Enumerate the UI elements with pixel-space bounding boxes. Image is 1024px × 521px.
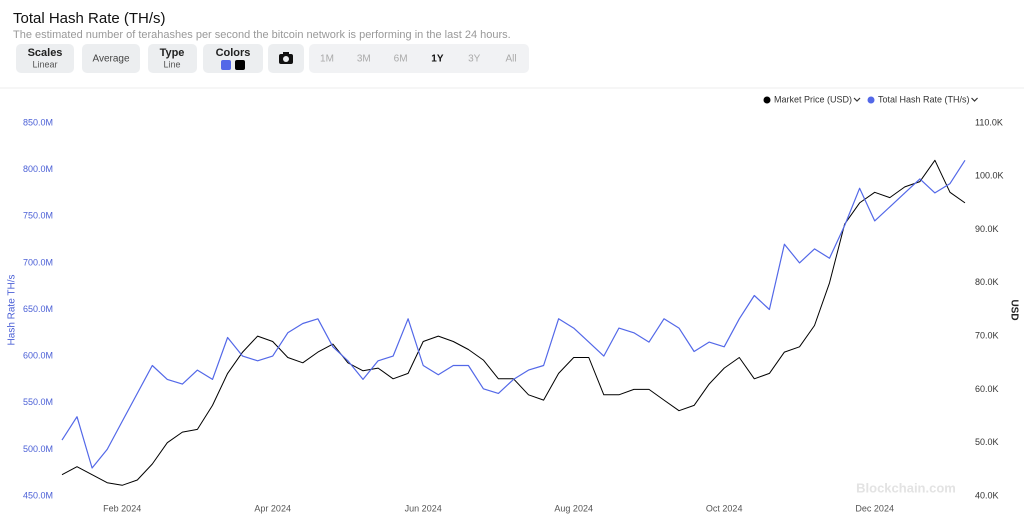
range-button[interactable]: All [505,54,516,65]
range-button[interactable]: 1M [320,54,334,65]
legend-marker [867,96,875,104]
series-line [61,159,966,469]
range-button[interactable]: 3M [357,54,371,65]
range-button[interactable]: 6M [394,54,408,65]
control-type[interactable]: Type Line [148,44,197,73]
range-button[interactable]: 1Y [431,54,444,65]
y-tick-label: 650.0M [23,304,53,314]
x-tick-label: Dec 2024 [855,503,894,513]
y2-tick-label: 110.0K [975,117,1003,127]
x-tick-label: Aug 2024 [554,503,593,513]
control-label: Scales [28,47,63,59]
watermark: Blockchain.com [856,480,956,495]
control-value: Line [163,59,180,69]
y2-axis-title: USD [1008,299,1019,320]
y-tick-label: 500.0M [23,444,53,454]
control-scales[interactable]: Scales Linear [16,44,74,73]
y-tick-label: 850.0M [23,117,53,127]
x-tick-label: Oct 2024 [706,503,743,513]
y-tick-label: 600.0M [23,351,53,361]
control-label: Type [160,47,185,59]
y2-tick-label: 100.0K [975,171,1004,181]
y2-tick-label: 80.0K [975,277,999,287]
y-tick-label: 750.0M [23,211,53,221]
legend-label[interactable]: Total Hash Rate (TH/s) [878,94,970,104]
y2-tick-label: 40.0K [975,490,999,500]
x-tick-label: Apr 2024 [254,503,291,513]
x-tick-label: Feb 2024 [103,503,141,513]
legend-marker [763,96,771,104]
range-button[interactable]: 3Y [468,54,481,65]
legend-chevron [853,97,861,102]
y2-tick-label: 70.0K [975,331,999,341]
color-swatch [221,60,231,70]
y-tick-label: 800.0M [23,164,53,174]
control-colors[interactable]: Colors [203,44,263,73]
y-tick-label: 700.0M [23,257,53,267]
chart-subtitle: The estimated number of terahashes per s… [13,29,511,41]
y-tick-label: 550.0M [23,397,53,407]
y-tick-label: 450.0M [23,490,53,500]
y2-tick-label: 90.0K [975,224,999,234]
control-label: Average [92,54,130,65]
y-axis-title: Hash Rate TH/s [7,275,18,346]
camera-button[interactable] [268,44,304,73]
chart-title: Total Hash Rate (TH/s) [13,10,166,27]
control-label: Colors [216,47,251,59]
legend-chevron [971,97,978,102]
control-value: Linear [32,59,57,69]
control-average[interactable]: Average [82,44,140,73]
series-line [61,159,966,486]
y2-tick-label: 50.0K [975,437,999,447]
y2-tick-label: 60.0K [975,384,999,394]
color-swatch [235,60,245,70]
range-group [309,44,529,73]
x-tick-label: Jun 2024 [405,503,442,513]
legend-label[interactable]: Market Price (USD) [774,94,852,104]
